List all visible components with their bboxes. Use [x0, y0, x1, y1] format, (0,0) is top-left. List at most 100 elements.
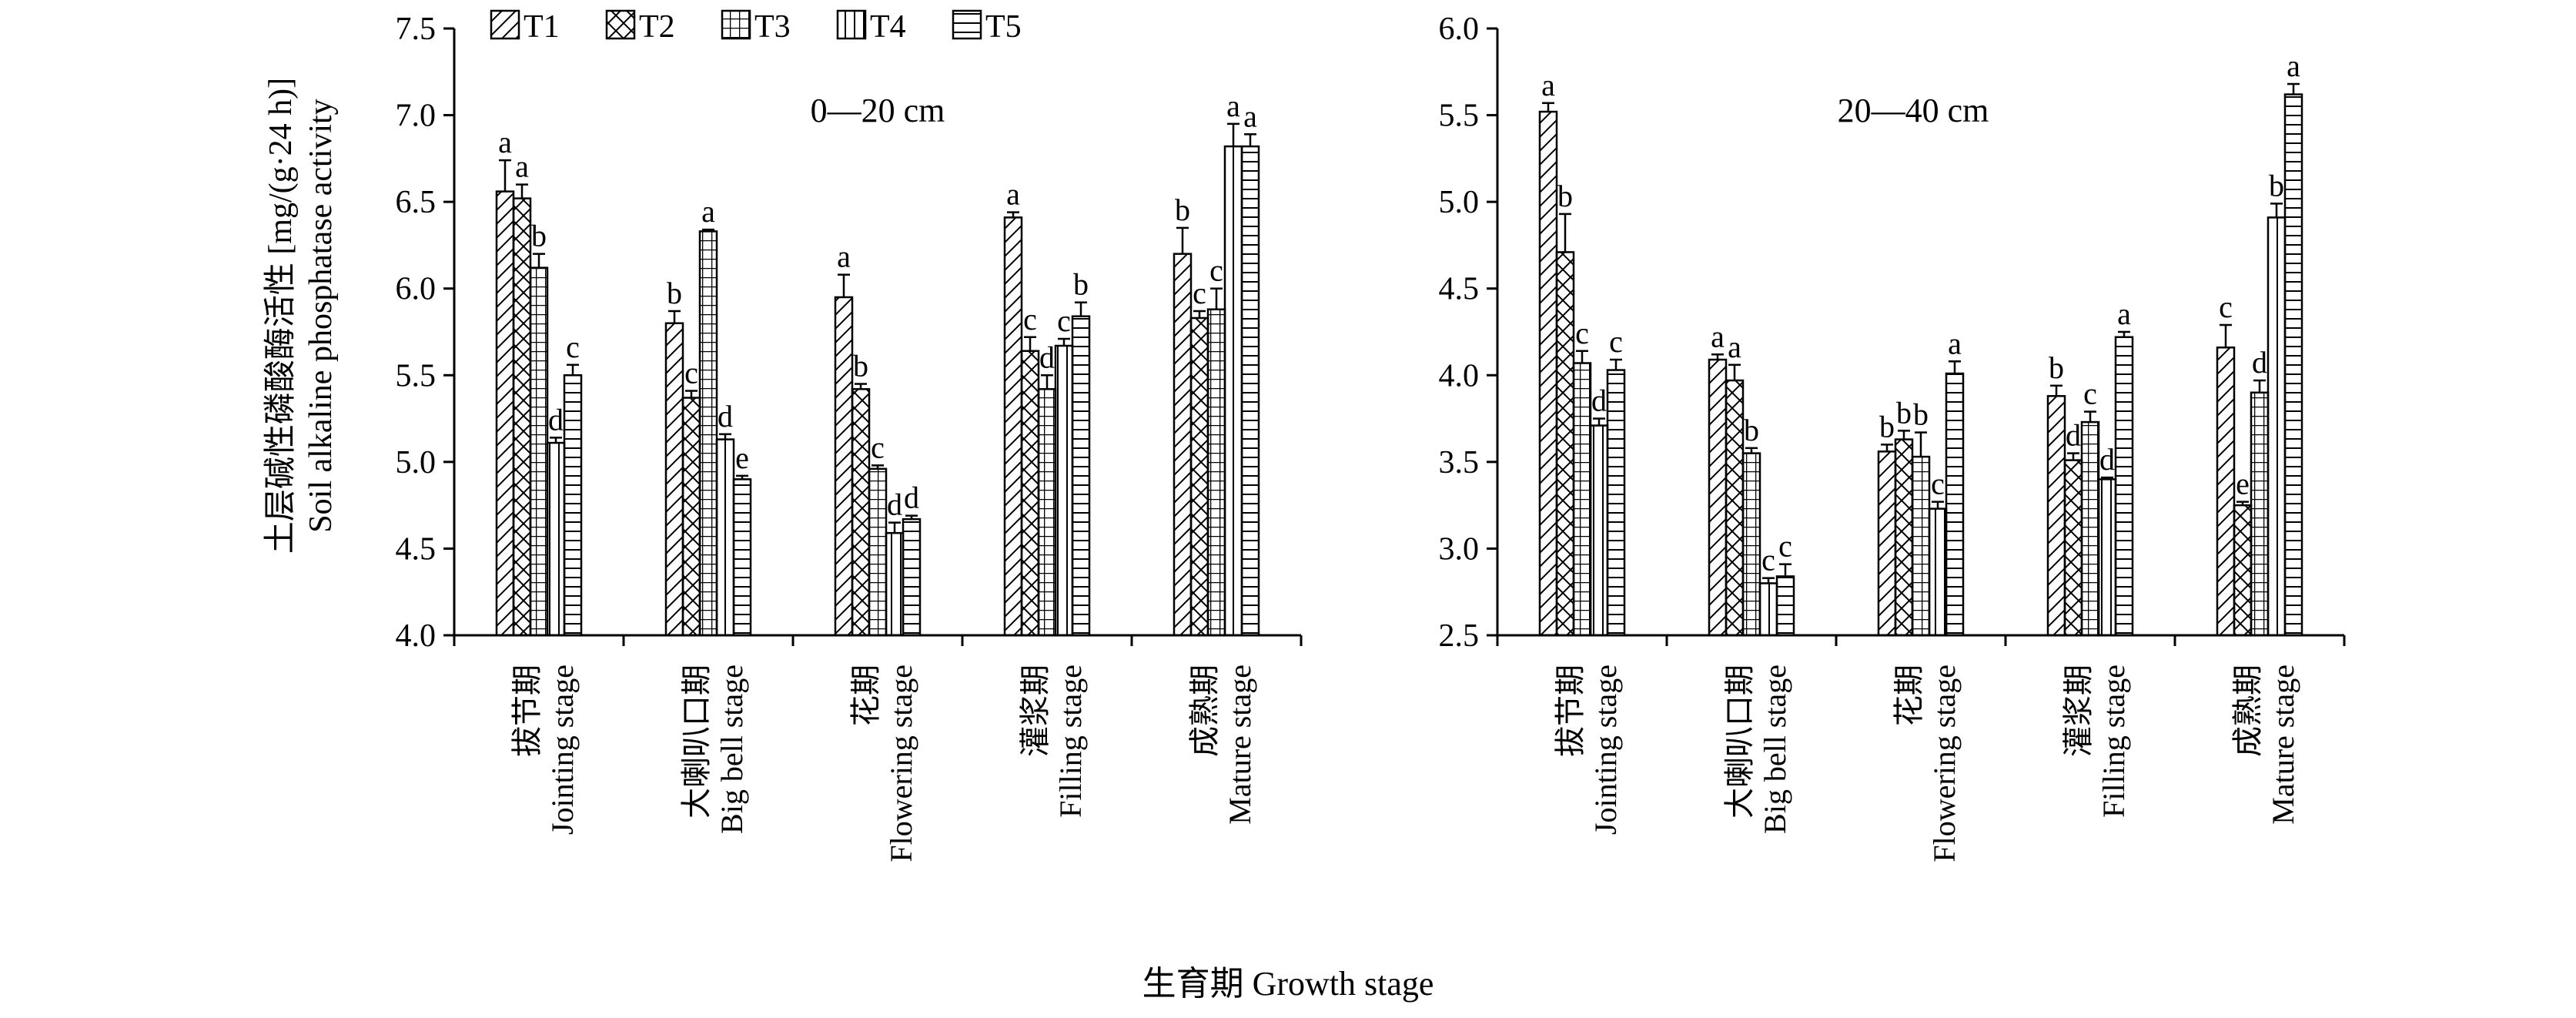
x-tick-label-en: Filling stage: [2096, 665, 2131, 818]
significance-letter: b: [853, 349, 868, 383]
bar-T3-1: [1572, 362, 1592, 637]
y-tick-label: 4.5: [396, 531, 437, 567]
y-tick-label: 6.5: [396, 185, 437, 220]
bar-T5-5: [2283, 93, 2303, 637]
bar-T5-1: [563, 374, 583, 637]
bar-T4-4: [1054, 344, 1074, 637]
significance-letter: a: [1728, 330, 1741, 364]
bar-T2-4: [1020, 350, 1040, 637]
bar-T3-1: [529, 266, 549, 637]
significance-letter: d: [1591, 383, 1607, 418]
legend-swatch-T3: [721, 9, 751, 40]
significance-letter: a: [1711, 319, 1725, 353]
bar-T3-2: [1741, 452, 1761, 637]
bar-T4-4: [2097, 478, 2117, 637]
bar-T4-3: [1928, 507, 1948, 637]
significance-letter: a: [1541, 68, 1555, 102]
bar-T2-4: [2063, 459, 2083, 637]
significance-letter: c: [1209, 253, 1223, 288]
significance-letter: b: [667, 276, 682, 310]
bar-T2-2: [681, 397, 701, 637]
significance-letter: b: [1896, 395, 1912, 430]
y-tick-label: 2.5: [1439, 618, 1480, 654]
bar-T4-1: [546, 441, 566, 637]
legend-label-T5: T5: [985, 9, 1022, 45]
depth-label: 20—40 cm: [1838, 92, 1989, 129]
significance-letter: c: [2219, 290, 2233, 324]
x-tick-label-cn: 大喇叭口期: [1722, 665, 1757, 819]
significance-letter: c: [1575, 316, 1589, 350]
bar-T3-5: [2250, 391, 2270, 637]
bar-T4-2: [715, 438, 735, 637]
x-tick-label-cn: 大喇叭口期: [679, 665, 714, 819]
legend-label-T1: T1: [524, 9, 560, 45]
significance-letter: b: [1744, 413, 1759, 447]
bar-T1-5: [1173, 253, 1193, 637]
bar-T2-2: [1725, 379, 1745, 637]
legend: T1 T2 T3 T4 T5: [490, 9, 1022, 45]
bar-T4-2: [1758, 582, 1778, 637]
x-tick-label-en: Flowering stage: [1927, 665, 1962, 862]
bar-T5-3: [902, 517, 922, 637]
legend-swatch-T4: [836, 9, 867, 40]
bar-T4-5: [2267, 216, 2287, 637]
x-tick-label-cn: 花期: [848, 665, 883, 726]
y-tick-label: 5.5: [1439, 99, 1480, 134]
bar-T1-3: [834, 296, 854, 637]
significance-letter: d: [548, 402, 564, 437]
significance-letter: b: [2049, 350, 2064, 385]
x-tick-label-en: Big bell stage: [1758, 665, 1792, 834]
significance-letter: b: [1557, 179, 1573, 213]
y-tick-label: 5.5: [396, 358, 437, 393]
significance-letter: a: [837, 239, 851, 274]
significance-letter: a: [515, 149, 529, 184]
y-axis-title-en: Soil alkaline phosphatase activity: [303, 99, 339, 532]
y-tick-label: 5.0: [396, 445, 437, 481]
y-tick-label: 3.0: [1439, 531, 1480, 567]
significance-letter: c: [684, 356, 698, 390]
significance-letter: c: [1778, 529, 1792, 564]
bar-T5-4: [1071, 315, 1091, 637]
y-tick-label: 6.0: [1439, 12, 1480, 47]
bar-T4-1: [1589, 424, 1609, 637]
x-tick-label-cn: 花期: [1892, 665, 1926, 726]
bar-T1-5: [2216, 347, 2236, 637]
significance-letter: b: [531, 219, 547, 253]
x-tick-label-cn: 成熟期: [1187, 665, 1222, 757]
bar-T3-2: [698, 230, 718, 637]
bar-T5-2: [1775, 575, 1795, 637]
x-tick-label-cn: 灌浆期: [1018, 665, 1052, 757]
bar-T3-4: [1037, 388, 1057, 637]
legend-swatch-T2: [605, 9, 636, 40]
significance-letter: a: [1226, 89, 1240, 123]
significance-letter: c: [1023, 302, 1037, 337]
bar-T5-3: [1945, 372, 1965, 637]
depth-label: 0—20 cm: [811, 92, 945, 129]
significance-letter: c: [2083, 377, 2097, 411]
y-tick-label: 6.0: [396, 272, 437, 307]
bar-T3-3: [1911, 455, 1931, 637]
significance-letter: d: [887, 487, 902, 522]
significance-letter: a: [498, 125, 512, 159]
bar-T3-5: [1206, 308, 1226, 637]
significance-letter: b: [1073, 267, 1089, 302]
significance-letter: a: [701, 194, 715, 229]
y-tick-label: 3.5: [1439, 445, 1480, 481]
x-tick-label-en: Mature stage: [1223, 665, 1257, 825]
significance-letter: b: [1175, 193, 1190, 227]
legend-swatch-T5: [952, 9, 982, 40]
bar-T5-2: [732, 478, 752, 637]
significance-letter: b: [2269, 168, 2284, 203]
significance-letter: c: [1761, 543, 1775, 578]
bar-T3-3: [868, 467, 888, 637]
legend-swatch-T1: [490, 9, 520, 40]
bar-T4-5: [1223, 145, 1243, 637]
significance-letter: d: [2252, 345, 2267, 380]
bar-T1-2: [664, 322, 684, 637]
bar-T1-4: [1003, 216, 1023, 637]
significance-letter: d: [1039, 340, 1055, 374]
significance-letter: d: [2066, 418, 2081, 453]
y-tick-label: 4.0: [1439, 358, 1480, 393]
